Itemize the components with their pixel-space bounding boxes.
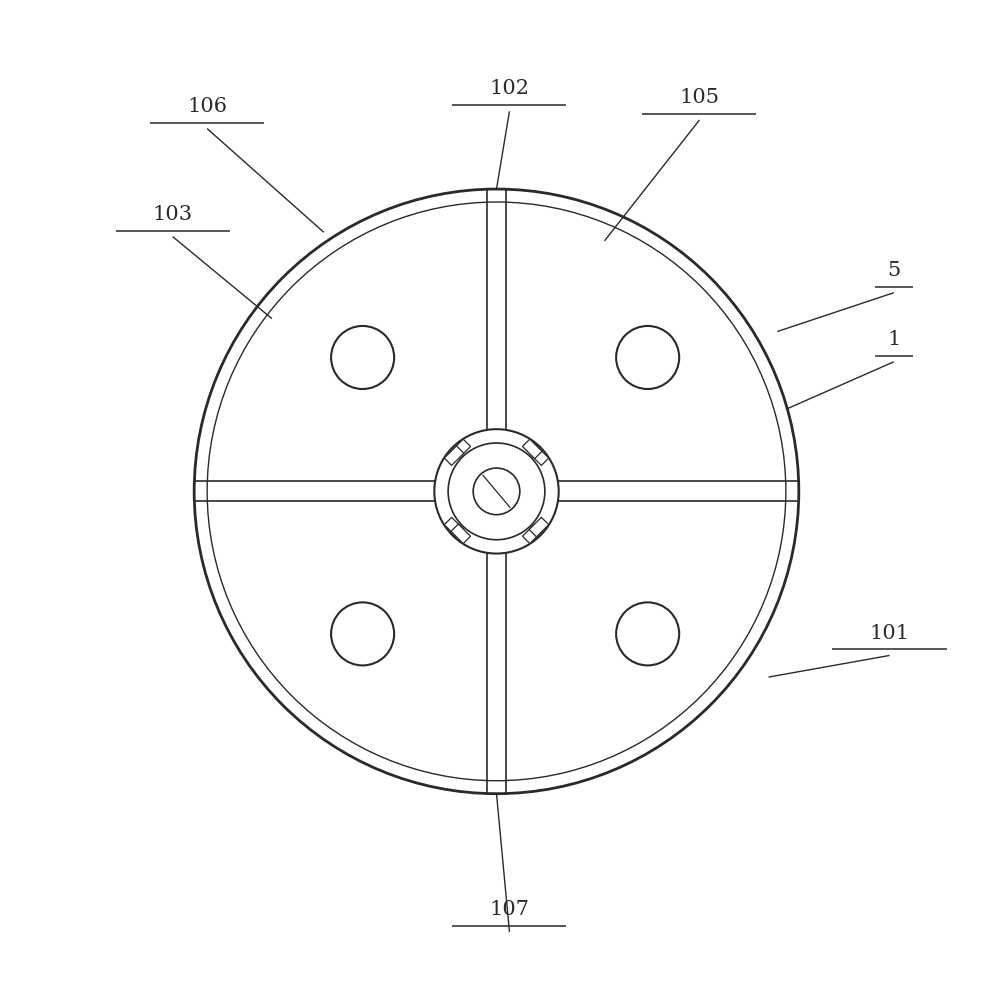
Polygon shape (444, 517, 464, 537)
Text: 107: 107 (490, 900, 529, 919)
Polygon shape (522, 524, 542, 544)
Polygon shape (529, 446, 549, 465)
Polygon shape (444, 446, 464, 465)
Text: 5: 5 (887, 261, 901, 280)
Circle shape (434, 429, 559, 554)
Text: 1: 1 (887, 330, 901, 349)
Text: 101: 101 (870, 624, 910, 643)
Polygon shape (451, 524, 471, 544)
Text: 105: 105 (679, 88, 720, 107)
Bar (487, 189, 506, 794)
Text: 102: 102 (490, 79, 529, 98)
Polygon shape (522, 439, 542, 459)
Polygon shape (451, 439, 471, 459)
Text: 106: 106 (187, 97, 227, 116)
Text: 103: 103 (153, 205, 193, 224)
Polygon shape (529, 517, 549, 537)
Bar (195, 481, 798, 501)
